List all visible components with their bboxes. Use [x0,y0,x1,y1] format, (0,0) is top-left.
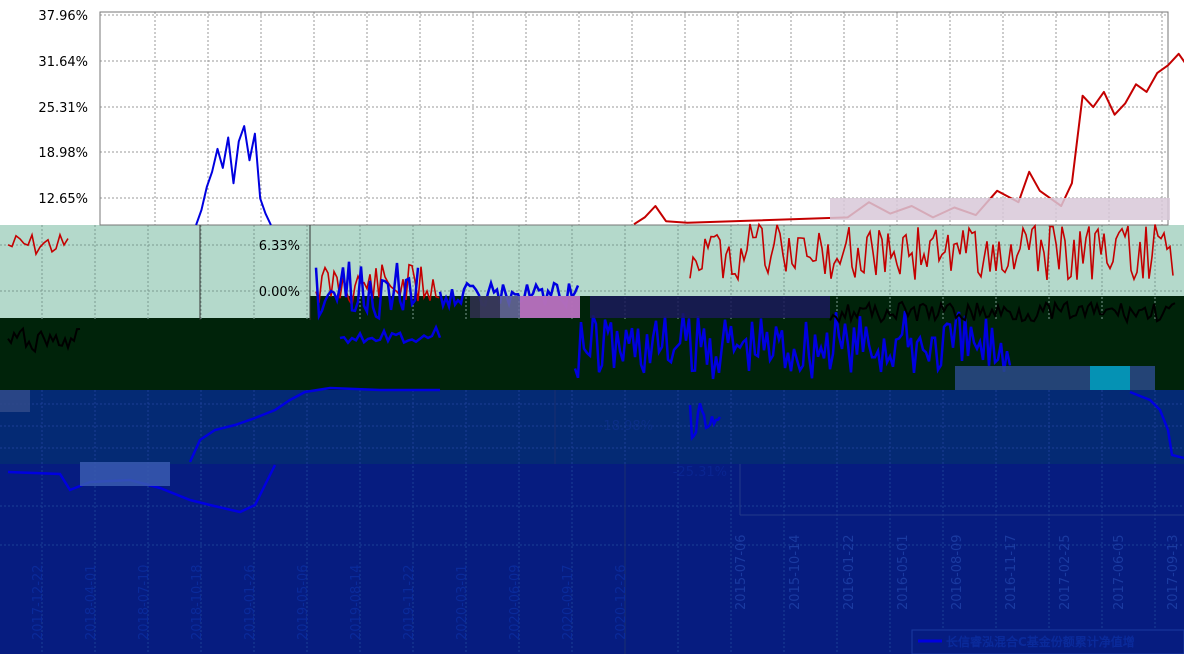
noise-layer [0,198,1170,486]
y-tick-label: 31.64% [38,55,88,70]
x-tick-label: 2017-06-05 [1112,534,1127,610]
legend: 长信睿泓混合C基金份额累计净值增 [911,629,1184,654]
x-tick-label: 2016-01-22 [842,534,857,610]
series-line [315,263,440,308]
y-tick-label: 25.31% [38,101,88,116]
series-line [573,310,1012,380]
x-tick-label: 2020-06-09 [508,564,523,640]
y-tick-label: 6.33% [259,239,300,254]
y-tick-label: 0.00% [259,285,300,300]
y-tick-label: -25.31% [673,465,727,480]
series-line [339,324,442,345]
x-tick-label: 2017-12-22 [31,564,46,640]
x-tick-label: 2016-05-01 [896,534,911,610]
x-axis-right-labels: 2015-07-06 2015-10-14 2016-01-22 2016-05-01… [734,534,1181,610]
x-tick-label: 2015-10-14 [788,534,803,610]
series-line [688,402,722,441]
x-tick-label: 2016-11-17 [1004,534,1019,610]
y-tick-label: 18.98% [38,146,88,161]
panel-b-right-block [310,225,1184,296]
series-line [7,232,69,257]
series-line [7,326,81,354]
x-tick-label: 2019-08-14 [349,564,364,640]
x-tick-label: 2015-07-06 [734,534,749,610]
y-tick-label: 12.65% [38,192,88,207]
x-tick-label: 2018-04-01 [84,564,99,640]
panel-a-frame [99,11,1169,226]
y-tick-label: 37.96% [38,9,88,24]
x-tick-label: 2019-05-06 [296,564,311,640]
x-tick-label: 2020-09-17 [561,564,576,640]
series-line [195,125,272,226]
panel-a-background [0,0,1184,225]
glitch-block [520,296,580,318]
glitch-block [0,390,30,412]
glitch-block [830,198,1170,220]
legend-box [911,629,1184,654]
x-tick-label: 2016-08-09 [950,534,965,610]
series-line [188,386,440,463]
x-tick-label: 2019-11-22 [402,564,417,640]
panel-e-background [0,464,1184,654]
y-tick-label: -18.98% [599,419,653,434]
glitch-block [590,296,830,318]
series-line [829,299,1176,325]
x-tick-label: 2018-10-18 [190,564,205,640]
x-tick-label: 2020-03-01 [455,564,470,640]
x-tick-label: 2019-01-26 [243,564,258,640]
series-line [7,464,277,514]
glitch-block [470,296,500,318]
glitch-block [80,462,170,486]
series-line [1129,390,1184,460]
frame-layer [99,11,1184,654]
x-axis-left-labels: 2017-12-22 2018-04-01 2018-07-10 2018-10-18… [31,564,629,640]
legend-label: 长信睿泓混合C基金份额累计净值增 [946,634,1135,649]
x-tick-label: 2017-09-13 [1166,534,1181,610]
series-line [689,222,1174,283]
x-tick-label: 2018-07-10 [137,564,152,640]
glitch-block [1090,366,1130,390]
panel-b-left-strip [0,225,310,320]
series-line [314,261,420,321]
x-tick-label: 2017-02-25 [1058,534,1073,610]
x-tick-label: 2020-12-26 [614,564,629,640]
series-layer [7,52,1184,514]
